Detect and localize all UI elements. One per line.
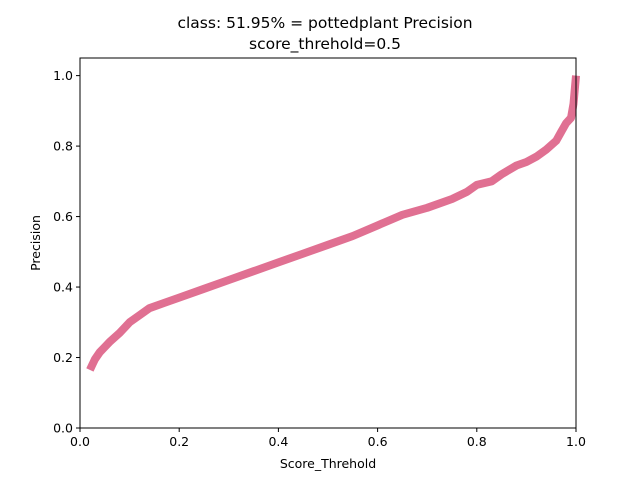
x-tick-label: 0.8 <box>467 434 487 449</box>
x-tick-label: 0.6 <box>368 434 388 449</box>
y-tick-label: 0.0 <box>53 421 73 436</box>
x-tick-label: 0.2 <box>169 434 189 449</box>
chart-title-line-2: score_threhold=0.5 <box>249 35 401 54</box>
y-tick-label: 0.6 <box>53 209 73 224</box>
y-tick-label: 0.8 <box>53 139 73 154</box>
plot-frame <box>79 57 577 429</box>
x-tick-label: 1.0 <box>566 434 586 449</box>
y-axis-ticks: 0.0 0.2 0.4 0.6 0.8 1.0 <box>53 68 80 436</box>
y-tick-label: 0.4 <box>53 280 73 295</box>
y-tick-label: 1.0 <box>53 68 73 83</box>
x-tick-label: 0.0 <box>70 434 90 449</box>
chart-title-line-1: class: 51.95% = pottedplant Precision <box>177 14 472 32</box>
series-line-0 <box>86 75 580 372</box>
y-tick-label: 0.2 <box>53 350 73 365</box>
y-axis-label: Precision <box>28 215 43 271</box>
x-axis-ticks: 0.0 0.2 0.4 0.6 0.8 1.0 <box>70 428 586 449</box>
x-axis-label: Score_Threhold <box>280 456 376 471</box>
x-tick-label: 0.4 <box>268 434 288 449</box>
plot-marks <box>86 75 580 372</box>
